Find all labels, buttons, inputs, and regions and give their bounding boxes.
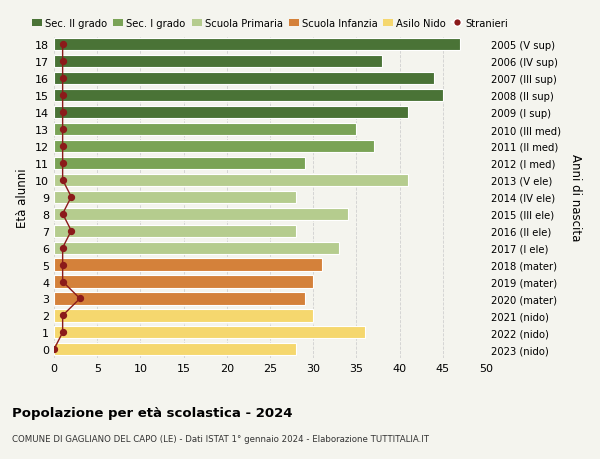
- Point: [58, 261, 67, 269]
- Bar: [54, 293, 305, 305]
- Bar: [54, 276, 313, 288]
- Y-axis label: Età alunni: Età alunni: [16, 168, 29, 227]
- Bar: [54, 225, 296, 237]
- Bar: [54, 39, 460, 51]
- Bar: [54, 326, 365, 339]
- Bar: [54, 107, 408, 119]
- Bar: [54, 343, 296, 356]
- Bar: [54, 123, 356, 136]
- Point: [58, 245, 67, 252]
- Point: [58, 75, 67, 83]
- Bar: [54, 157, 305, 170]
- Point: [58, 41, 67, 49]
- Point: [58, 278, 67, 285]
- Point: [75, 295, 85, 302]
- Point: [58, 211, 67, 218]
- Text: COMUNE DI GAGLIANO DEL CAPO (LE) - Dati ISTAT 1° gennaio 2024 - Elaborazione TUT: COMUNE DI GAGLIANO DEL CAPO (LE) - Dati …: [12, 434, 429, 443]
- Point: [58, 143, 67, 150]
- Point: [58, 160, 67, 167]
- Point: [58, 312, 67, 319]
- Point: [58, 58, 67, 66]
- Point: [58, 109, 67, 117]
- Point: [49, 346, 59, 353]
- Point: [67, 194, 76, 201]
- Bar: [54, 73, 434, 85]
- Bar: [54, 208, 348, 220]
- Bar: [54, 242, 339, 254]
- Bar: [54, 259, 322, 271]
- Bar: [54, 140, 374, 153]
- Point: [58, 92, 67, 100]
- Point: [58, 177, 67, 184]
- Bar: [54, 90, 443, 102]
- Bar: [54, 310, 313, 322]
- Bar: [54, 174, 408, 186]
- Bar: [54, 191, 296, 203]
- Point: [58, 329, 67, 336]
- Text: Popolazione per età scolastica - 2024: Popolazione per età scolastica - 2024: [12, 406, 293, 419]
- Y-axis label: Anni di nascita: Anni di nascita: [569, 154, 582, 241]
- Point: [58, 126, 67, 134]
- Legend: Sec. II grado, Sec. I grado, Scuola Primaria, Scuola Infanzia, Asilo Nido, Stran: Sec. II grado, Sec. I grado, Scuola Prim…: [32, 18, 508, 28]
- Bar: [54, 56, 382, 68]
- Point: [67, 228, 76, 235]
